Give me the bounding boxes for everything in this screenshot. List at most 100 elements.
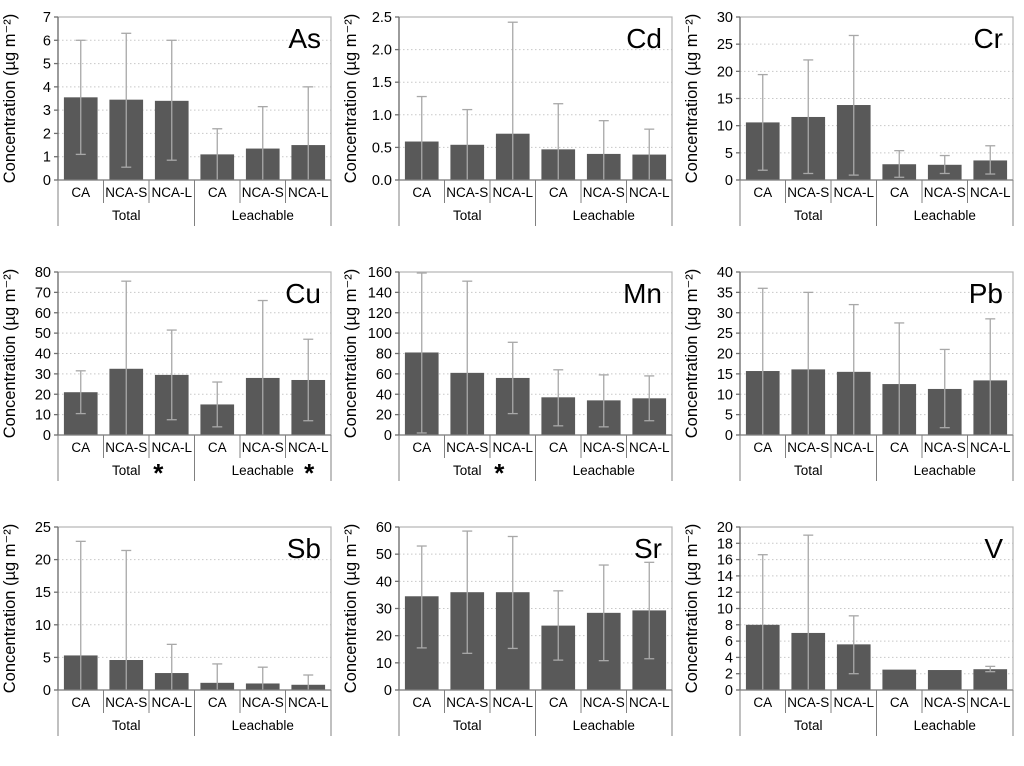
y-tick-label: 2.5	[372, 10, 392, 26]
y-axis-title: Concentration (µg m⁻²)	[1, 524, 19, 694]
y-tick-label: 5	[725, 146, 733, 162]
significance-asterisk: *	[494, 458, 505, 488]
y-tick-label: 15	[35, 585, 51, 601]
category-label: NCA-L	[629, 695, 670, 710]
category-label: CA	[753, 440, 772, 455]
chart-panel-cr: 0 5 10 15 20 25 30 CA NCA-S NCA-L CA NCA-S NCA-L Tota…	[682, 4, 1023, 259]
category-label: NCA-S	[583, 695, 625, 710]
chart-sr: 0 10 20 30 40 50 60 CA NCA-S NCA-L CA NCA-S NCA-L Tot…	[342, 520, 673, 736]
chart-sb: 0 5 10 15 20 25 CA NCA-S NCA-L CA NCA-S NCA-L Total L…	[1, 520, 332, 736]
y-tick-label: 0	[725, 428, 733, 444]
category-label: NCA-L	[629, 440, 670, 455]
chart-panel-sr: 0 10 20 30 40 50 60 CA NCA-S NCA-L CA NCA-S NCA-L Tot…	[341, 514, 682, 766]
y-tick-label: 10	[717, 119, 733, 135]
category-label: CA	[890, 185, 909, 200]
y-tick-label: 4	[725, 650, 733, 666]
y-tick-label: 1.5	[372, 75, 392, 91]
y-tick-label: 10	[717, 602, 733, 618]
category-label: NCA-S	[924, 695, 966, 710]
category-label: NCA-S	[105, 695, 147, 710]
category-label: NCA-S	[583, 440, 625, 455]
chart-cd: 0.0 0.5 1.0 1.5 2.0 2.5 CA NCA-S NCA-L CA NCA-S NCA…	[342, 10, 673, 226]
chart-panel-v: 0 2 4 6 8 10 12 14 16 18 20 CA NCA-S NCA-L CA NCA-S NCA-…	[682, 514, 1023, 766]
group-label: Leachable	[914, 718, 976, 733]
category-label: NCA-L	[492, 185, 533, 200]
y-tick-label: 80	[35, 265, 51, 281]
category-label: NCA-L	[288, 440, 329, 455]
category-label: CA	[549, 185, 568, 200]
category-label: NCA-S	[787, 440, 829, 455]
bar-leachable-nca-l	[973, 669, 1008, 690]
category-label: NCA-L	[833, 185, 874, 200]
category-label: NCA-S	[446, 440, 488, 455]
y-tick-label: 40	[35, 347, 51, 363]
y-tick-label: 15	[717, 367, 733, 383]
y-tick-label: 40	[376, 387, 392, 403]
y-tick-label: 30	[717, 10, 733, 26]
category-label: NCA-L	[833, 695, 874, 710]
y-tick-label: 3	[43, 103, 51, 119]
y-tick-label: 80	[376, 347, 392, 363]
chart-as: 0 1 2 3 4 5 6 7 CA NCA-S NCA-L CA NCA-S NCA-L Total Lea…	[1, 10, 332, 226]
y-tick-label: 120	[368, 306, 392, 322]
y-tick-label: 2	[43, 126, 51, 142]
y-tick-label: 0	[725, 683, 733, 699]
category-label: NCA-L	[970, 185, 1011, 200]
y-tick-label: 20	[376, 629, 392, 645]
y-tick-label: 10	[35, 618, 51, 634]
element-title: V	[984, 533, 1003, 564]
group-label: Leachable	[232, 718, 294, 733]
element-title: Sb	[287, 533, 321, 564]
group-label: Total	[453, 463, 482, 478]
category-label: NCA-L	[288, 695, 329, 710]
y-tick-label: 7	[43, 10, 51, 26]
category-label: NCA-L	[970, 440, 1011, 455]
chart-cr: 0 5 10 15 20 25 30 CA NCA-S NCA-L CA NCA-S NCA-L Tota…	[683, 10, 1014, 226]
y-axis-title: Concentration (µg m⁻²)	[342, 269, 360, 439]
y-tick-label: 60	[376, 367, 392, 383]
significance-asterisk: *	[304, 458, 315, 488]
y-tick-label: 14	[717, 569, 733, 585]
y-tick-label: 10	[35, 408, 51, 424]
category-label: CA	[412, 440, 431, 455]
y-axis-title: Concentration (µg m⁻²)	[683, 524, 701, 694]
category-label: NCA-L	[629, 185, 670, 200]
bar-leachable-ca	[882, 669, 917, 690]
y-tick-label: 5	[43, 650, 51, 666]
y-tick-label: 8	[725, 618, 733, 634]
element-title: Mn	[623, 278, 662, 309]
y-tick-label: 12	[717, 585, 733, 601]
y-tick-label: 30	[376, 602, 392, 618]
category-label: NCA-S	[787, 695, 829, 710]
y-tick-label: 5	[725, 408, 733, 424]
category-label: CA	[549, 695, 568, 710]
category-label: CA	[753, 185, 772, 200]
y-tick-label: 0	[384, 683, 392, 699]
group-label: Leachable	[573, 208, 635, 223]
y-tick-label: 0	[43, 683, 51, 699]
y-tick-label: 0	[725, 173, 733, 189]
y-tick-label: 100	[368, 326, 392, 342]
y-axis-title: Concentration (µg m⁻²)	[683, 14, 701, 184]
y-axis-title: Concentration (µg m⁻²)	[1, 269, 19, 439]
y-tick-label: 20	[376, 408, 392, 424]
significance-asterisk: *	[153, 458, 164, 488]
chart-panel-cu: 0 10 20 30 40 50 60 70 80 CA NCA-S NCA-L CA NCA-S NCA-…	[0, 259, 341, 514]
group-label: Total	[112, 718, 141, 733]
category-label: CA	[753, 695, 772, 710]
category-label: NCA-L	[151, 185, 192, 200]
category-label: NCA-L	[833, 440, 874, 455]
y-axis-title: Concentration (µg m⁻²)	[683, 269, 701, 439]
category-label: NCA-S	[105, 440, 147, 455]
y-tick-label: 0.0	[372, 173, 392, 189]
element-title: Cu	[285, 278, 321, 309]
group-label: Leachable	[573, 718, 635, 733]
y-axis-title: Concentration (µg m⁻²)	[342, 524, 360, 694]
category-label: NCA-L	[151, 695, 192, 710]
y-tick-label: 0	[43, 428, 51, 444]
y-tick-label: 5	[43, 57, 51, 73]
y-tick-label: 1	[43, 150, 51, 166]
element-title: Pb	[969, 278, 1003, 309]
